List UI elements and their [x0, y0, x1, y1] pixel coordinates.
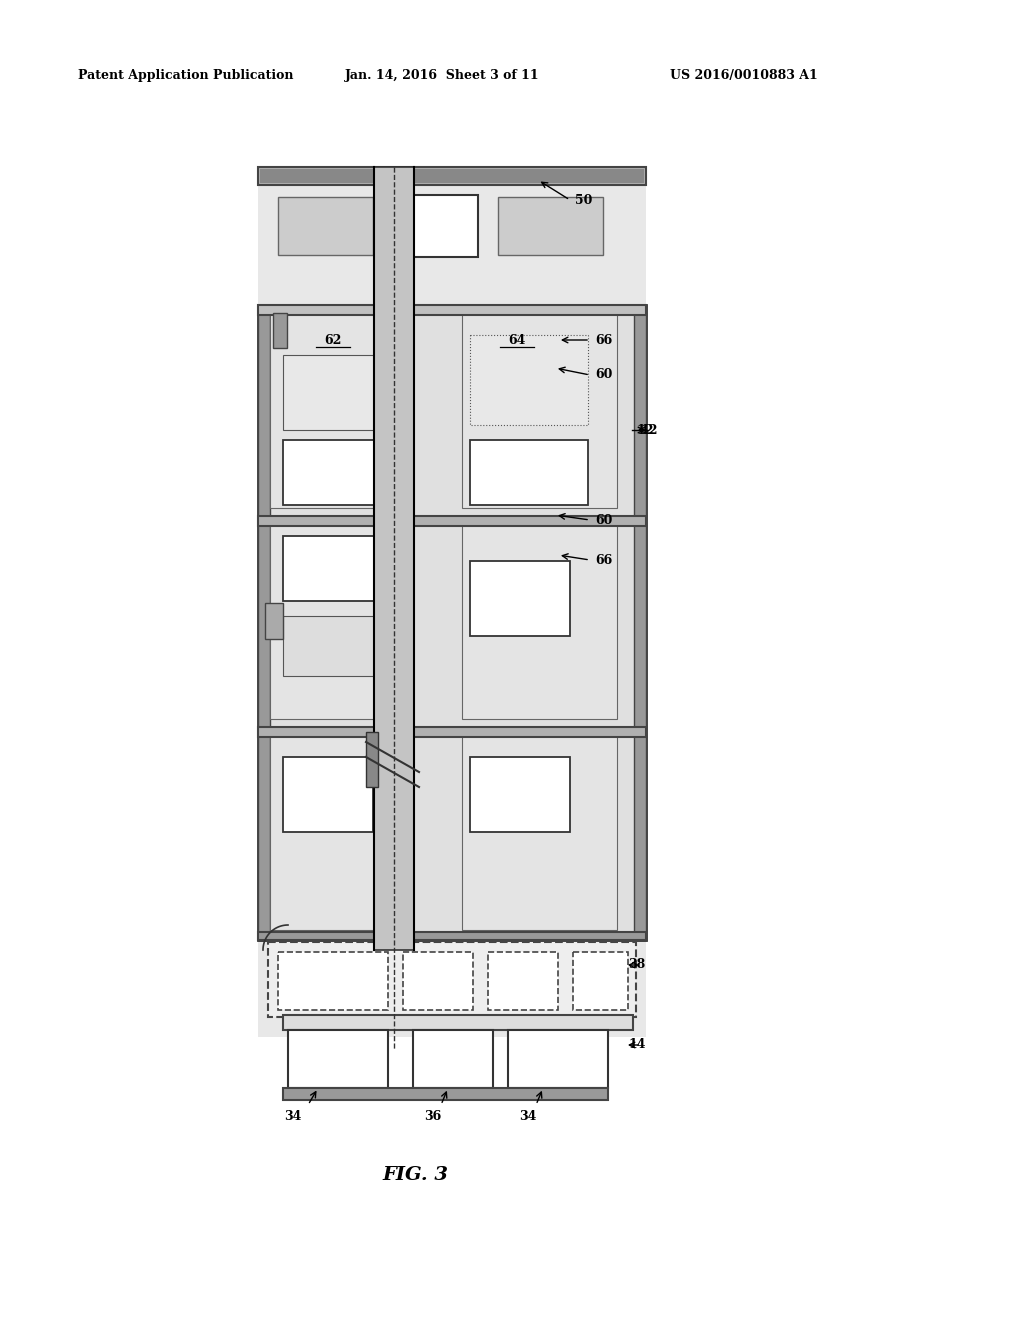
Bar: [462, 313, 617, 508]
Text: Patent Application Publication: Patent Application Publication: [78, 69, 294, 82]
Text: US 2016/0010883 A1: US 2016/0010883 A1: [670, 69, 818, 82]
Bar: [278, 952, 388, 1010]
Text: 14: 14: [628, 1039, 645, 1052]
Bar: [266, 185, 638, 308]
Text: 50: 50: [575, 194, 592, 206]
Bar: [278, 197, 373, 255]
Text: 66: 66: [595, 334, 612, 346]
Text: FIG. 3: FIG. 3: [382, 1166, 449, 1184]
Bar: [270, 524, 412, 719]
Bar: [273, 313, 287, 348]
Bar: [258, 516, 646, 525]
Bar: [403, 952, 473, 1010]
Text: 66: 66: [595, 553, 612, 566]
Bar: [283, 440, 383, 506]
Bar: [508, 1030, 608, 1088]
Bar: [462, 735, 617, 931]
Bar: [573, 952, 628, 1010]
Bar: [498, 197, 603, 255]
Bar: [388, 195, 478, 257]
Bar: [374, 168, 414, 950]
Bar: [634, 305, 646, 940]
Bar: [258, 168, 646, 1038]
Bar: [268, 942, 636, 1016]
Text: 60: 60: [595, 368, 612, 381]
Bar: [283, 355, 383, 430]
Text: 38: 38: [628, 958, 645, 972]
Bar: [283, 756, 373, 832]
Bar: [470, 335, 588, 425]
Bar: [258, 305, 646, 940]
Text: Jan. 14, 2016  Sheet 3 of 11: Jan. 14, 2016 Sheet 3 of 11: [345, 69, 540, 82]
Bar: [283, 616, 388, 676]
Text: 12: 12: [640, 424, 657, 437]
Bar: [283, 1088, 608, 1100]
Bar: [283, 536, 388, 601]
Bar: [258, 305, 646, 315]
Bar: [283, 1015, 633, 1030]
Text: 36: 36: [424, 1110, 441, 1123]
Bar: [288, 1030, 388, 1088]
Text: 34: 34: [519, 1110, 537, 1123]
Bar: [258, 305, 270, 940]
Text: 64: 64: [508, 334, 525, 346]
Bar: [258, 168, 646, 185]
Text: 34: 34: [285, 1110, 302, 1123]
Bar: [462, 524, 617, 719]
Text: 62: 62: [325, 334, 342, 346]
Text: 12: 12: [637, 424, 654, 437]
Bar: [413, 1030, 493, 1088]
Bar: [258, 727, 646, 737]
Bar: [258, 932, 646, 940]
Bar: [470, 756, 570, 832]
Bar: [270, 313, 412, 508]
Bar: [488, 952, 558, 1010]
Bar: [470, 440, 588, 506]
Bar: [260, 169, 644, 183]
Bar: [366, 733, 378, 787]
Text: 60: 60: [595, 513, 612, 527]
Bar: [470, 561, 570, 636]
Bar: [270, 735, 412, 931]
Bar: [265, 603, 283, 639]
